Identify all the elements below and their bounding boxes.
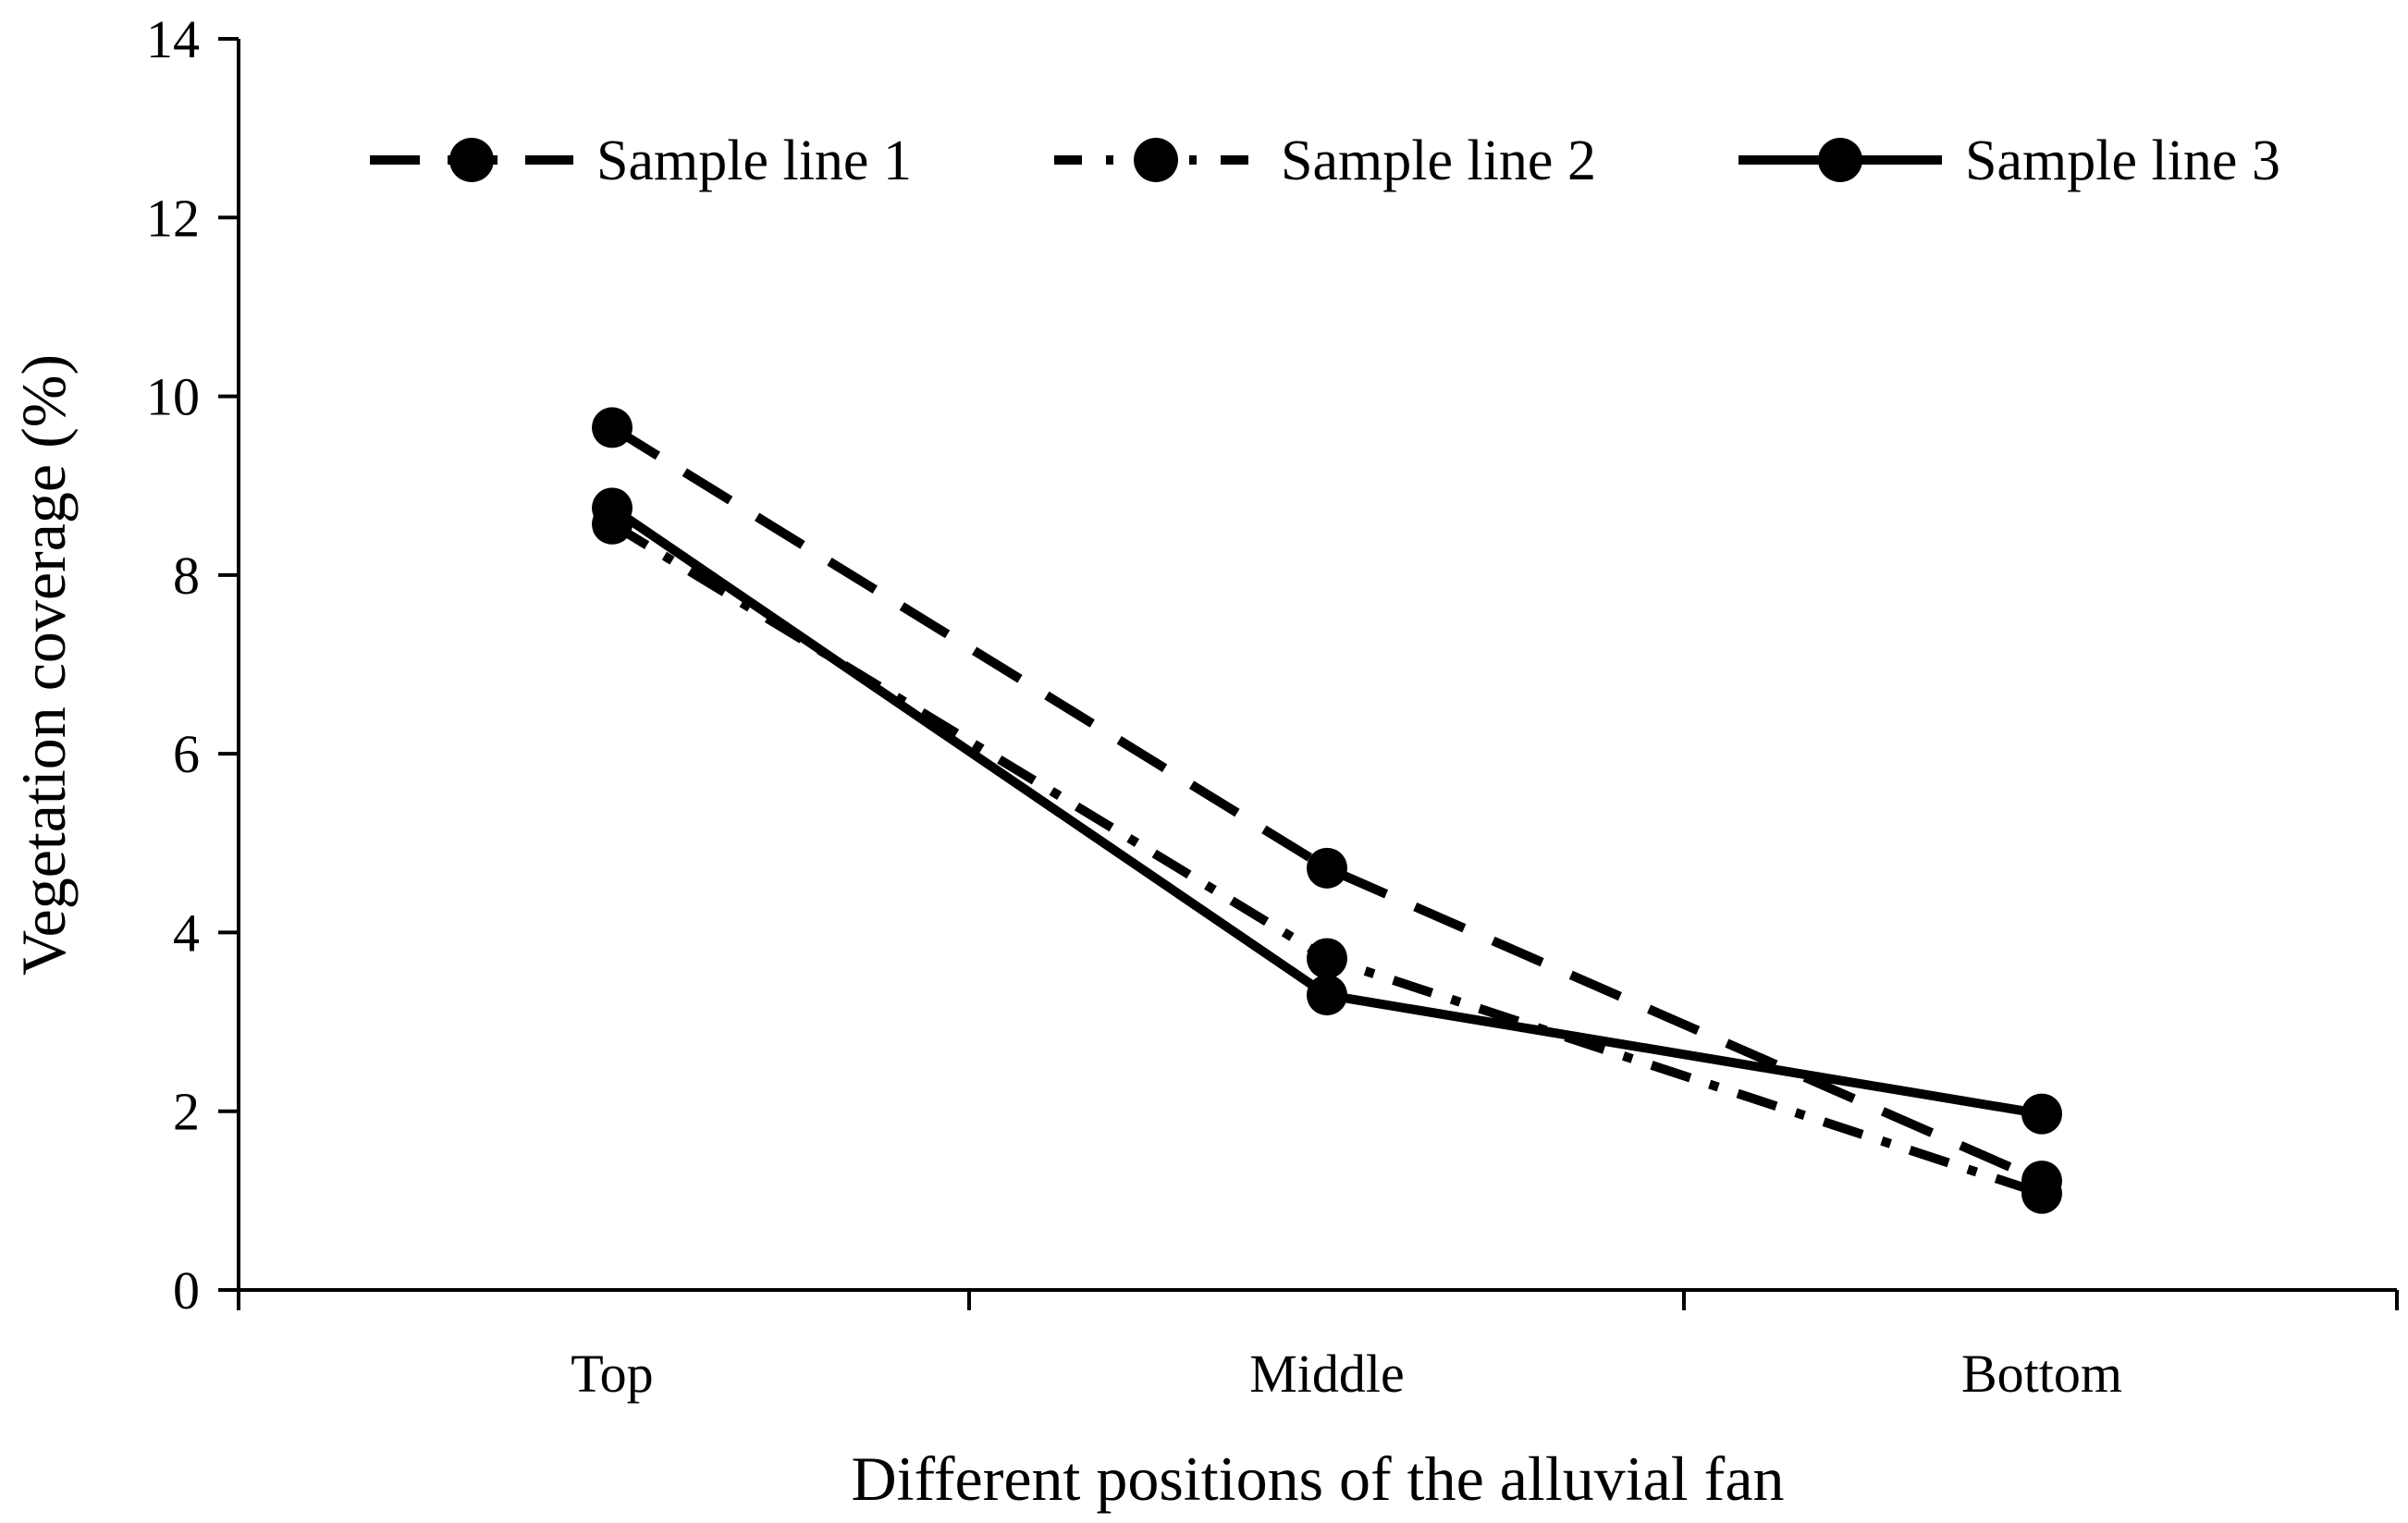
- legend-label: Sample line 3: [1965, 129, 2280, 192]
- y-tick-label: 8: [173, 546, 200, 606]
- axes: [237, 39, 2397, 1292]
- legend-item-1: Sample line 1: [370, 129, 912, 192]
- legend-marker: [449, 138, 494, 182]
- y-ticks: 0 2 4 6 8 10 12 14: [146, 9, 239, 1320]
- x-tick-label: Bottom: [1961, 1344, 2122, 1404]
- legend-marker: [1818, 138, 1862, 182]
- data-point: [1307, 938, 1347, 979]
- legend-marker: [1134, 138, 1178, 182]
- y-tick-label: 4: [173, 903, 200, 963]
- data-point: [592, 407, 633, 448]
- series-3: [592, 487, 2062, 1135]
- y-tick-label: 14: [146, 9, 200, 69]
- y-tick-label: 10: [146, 367, 200, 427]
- legend-item-3: Sample line 3: [1738, 129, 2280, 192]
- series-line: [609, 504, 2043, 1119]
- legend-label: Sample line 1: [596, 129, 912, 192]
- legend-label: Sample line 2: [1281, 129, 1596, 192]
- y-axis-title: Vegetation coverage (%): [8, 354, 79, 976]
- x-tick-label: Middle: [1249, 1344, 1405, 1404]
- data-point: [2021, 1093, 2062, 1135]
- y-tick-label: 12: [146, 188, 200, 248]
- data-point: [1307, 975, 1347, 1016]
- series-layer: [592, 407, 2062, 1214]
- legend-item-2: Sample line 2: [1054, 129, 1596, 192]
- y-tick-label: 6: [173, 724, 200, 784]
- y-tick-label: 2: [173, 1082, 200, 1142]
- x-tick-label: Top: [571, 1344, 653, 1404]
- legend: Sample line 1 Sample line 2 Sample line 3: [370, 129, 2280, 192]
- x-axis-title: Different positions of the alluvial fan: [851, 1443, 1784, 1514]
- data-point: [592, 487, 633, 529]
- data-point: [1307, 847, 1347, 889]
- y-tick-label: 0: [173, 1260, 200, 1320]
- data-point: [2021, 1173, 2062, 1214]
- x-ticks: Top Middle Bottom: [237, 1290, 2399, 1404]
- series-line: [609, 424, 2045, 1185]
